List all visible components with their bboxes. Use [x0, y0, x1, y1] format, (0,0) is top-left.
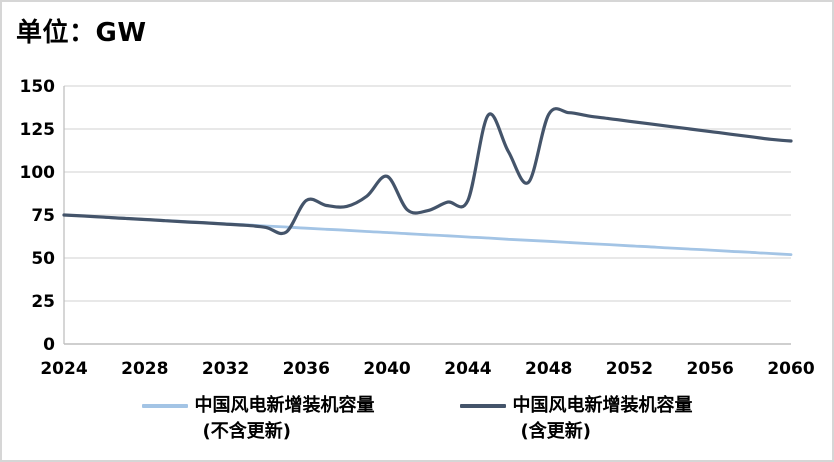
- chart-title: 单位：GW: [16, 18, 147, 48]
- legend-label-line1: 中国风电新增装机容量: [194, 395, 375, 416]
- line-chart: 0 25 50 75 100 125 150 2024 2028 2032 2036 2040 2044…: [20, 77, 815, 379]
- legend-swatch-dark-blue: [459, 404, 506, 408]
- x-tick-label: 2052: [606, 359, 653, 379]
- y-tick-label: 150: [20, 77, 56, 97]
- series-line-including-renewal: [62, 107, 793, 236]
- x-tick-label: 2028: [121, 359, 168, 379]
- x-tick-label: 2032: [202, 359, 249, 379]
- legend-label-line2: (不含更新): [202, 421, 291, 443]
- legend-item-excluding-renewal: 中国风电新增装机容量 (不含更新): [141, 393, 375, 445]
- x-tick-label: 2056: [687, 359, 734, 379]
- legend-text: 中国风电新增装机容量 (含更新): [513, 393, 693, 445]
- x-tick-label: 2040: [363, 359, 410, 379]
- x-tick-label: 2060: [767, 359, 814, 379]
- legend-item-including-renewal: 中国风电新增装机容量 (含更新): [459, 393, 693, 445]
- x-tick-label: 2044: [444, 359, 491, 379]
- legend-text: 中国风电新增装机容量 (不含更新): [195, 393, 375, 445]
- legend-swatch-light-blue: [141, 404, 188, 408]
- legend-label-line2: (含更新): [520, 421, 591, 443]
- legend-label-line1: 中国风电新增装机容量: [512, 395, 693, 416]
- y-tick-label: 50: [31, 249, 55, 269]
- x-tick-label: 2048: [525, 359, 572, 379]
- y-tick-label: 100: [20, 163, 56, 183]
- y-tick-label: 25: [31, 292, 55, 312]
- x-tick-label: 2024: [40, 359, 87, 379]
- x-tick-label: 2036: [283, 359, 330, 379]
- legend: 中国风电新增装机容量 (不含更新) 中国风电新增装机容量 (含更新): [2, 393, 832, 445]
- y-tick-label: 125: [20, 120, 56, 140]
- y-tick-label: 75: [31, 206, 55, 226]
- y-tick-label: 0: [43, 335, 55, 355]
